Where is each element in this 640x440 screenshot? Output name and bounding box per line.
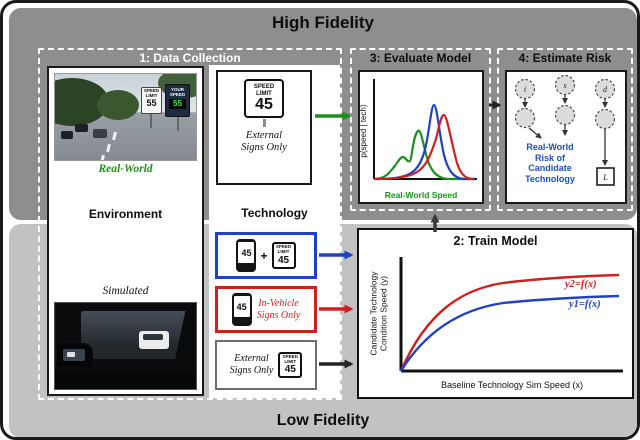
sim-dashboard — [55, 371, 196, 389]
sign-value: 45 — [255, 96, 273, 114]
density-plot — [373, 79, 477, 181]
in-vehicle-signs-only-box: 45 In-Vehicle Signs Only — [215, 286, 317, 333]
loss-square-node — [596, 167, 615, 186]
car-shape — [61, 131, 73, 139]
caption-line: Technology — [525, 173, 575, 184]
sign-post — [262, 118, 266, 127]
device-screen-value: 45 — [238, 242, 255, 263]
train-model-title: 2: Train Model — [453, 234, 538, 248]
in-vehicle-device-icon: 45 — [231, 293, 252, 326]
sign-text: LIMIT — [145, 92, 158, 98]
sign-text: SPEED — [169, 92, 186, 98]
car-shape — [93, 129, 107, 138]
node-label: i — [524, 85, 526, 94]
low-fidelity-title: Low Fidelity — [276, 412, 370, 429]
sign-text: SPEED — [282, 353, 298, 359]
lane-marking — [100, 154, 105, 160]
led-speed-readout: 55 — [169, 98, 186, 110]
label-line: External — [234, 353, 269, 365]
external-signs-only-bottom-box: External Signs Only SPEED LIMIT 45 — [215, 340, 317, 390]
data-collection-panel — [38, 48, 342, 400]
sign-text: YOUR — [170, 87, 184, 92]
density-curve-red — [373, 113, 474, 181]
data-collection-title: 1: Data Collection — [139, 51, 241, 65]
sign-text: SPEED — [275, 244, 292, 250]
caption-line: Candidate — [528, 163, 572, 173]
technology-label: Technology — [241, 206, 308, 220]
in-vehicle-device-icon: 45 — [236, 239, 257, 272]
risk-caption: Real-World Risk of Candidate Technology — [507, 142, 593, 184]
curve-label-y1: y1=f(x) — [569, 299, 601, 310]
side-mirror — [57, 343, 93, 367]
label-line: External — [245, 129, 283, 141]
sign-value: 45 — [284, 364, 296, 376]
node-circle — [514, 78, 536, 100]
external-signs-only-label: External Signs Only — [230, 353, 274, 377]
combined-signs-box: 45 + SPEED LIMIT 45 — [215, 232, 317, 279]
real-world-label: Real-World — [98, 163, 153, 175]
sign-value: 45 — [277, 254, 290, 266]
estimate-risk-panel — [497, 48, 633, 211]
car-shape — [75, 124, 88, 132]
node-circle — [514, 107, 536, 129]
node-circle — [554, 74, 576, 96]
label-line: Signs Only — [241, 142, 287, 154]
sign-text: LIMIT — [256, 90, 272, 97]
plus-sign: + — [260, 248, 268, 263]
evaluate-model-panel — [350, 48, 491, 211]
train-curve-blue — [399, 294, 620, 372]
real-world-photo: SPEED LIMIT 55 YOUR SPEED 55 — [54, 73, 197, 161]
bayes-network-diagram: i s d L — [514, 74, 616, 186]
density-curve-blue — [373, 103, 475, 181]
speed-limit-45-sign-small: SPEED LIMIT 45 — [271, 242, 296, 269]
estimate-risk-title: 4: Estimate Risk — [518, 51, 612, 65]
train-curve-red — [399, 273, 620, 372]
ylabel-line: Condition Speed (y) — [378, 275, 389, 352]
sign-post — [177, 117, 179, 131]
mirror-reflection — [67, 352, 75, 357]
train-xlabel: Baseline Technology Sim Speed (x) — [441, 380, 583, 390]
node-label: d — [603, 85, 608, 94]
caption-line: Risk of — [534, 152, 565, 163]
evaluate-model-title: 3: Evaluate Model — [369, 51, 472, 65]
sign-text: LIMIT — [277, 249, 290, 254]
simulated-label: Simulated — [102, 285, 149, 297]
sign-value: 55 — [146, 97, 157, 108]
train-ylabel: Candidate Technology Condition Speed (y) — [369, 250, 390, 378]
label-line: Signs Only — [256, 309, 301, 321]
evaluate-xlabel: Real-World Speed — [384, 190, 458, 200]
sign-post — [150, 114, 152, 128]
in-vehicle-signs-only-label: In-Vehicle Signs Only — [257, 298, 301, 322]
curve-label-y2: y2=f(x) — [565, 279, 597, 290]
label-line: Signs Only — [229, 365, 274, 376]
your-speed-radar-sign: YOUR SPEED 55 — [165, 84, 190, 117]
high-fidelity-title: High Fidelity — [272, 13, 374, 32]
sim-car-window — [143, 334, 163, 340]
environment-label: Environment — [88, 207, 163, 221]
node-label: L — [602, 172, 608, 182]
sign-text: LIMIT — [284, 358, 297, 364]
sign-text: SPEED — [253, 84, 275, 90]
node-circle — [554, 104, 576, 126]
sim-white-car — [139, 331, 169, 349]
device-screen-value: 45 — [233, 296, 250, 317]
speed-limit-55-sign: SPEED LIMIT 55 — [141, 87, 162, 114]
label-line: In-Vehicle — [258, 297, 299, 309]
ylabel-line: Candidate Technology — [368, 271, 379, 356]
caption-line: Real-World — [526, 142, 574, 152]
external-signs-only-top-box: SPEED LIMIT 45 External Signs Only — [216, 70, 312, 185]
lane-marking — [106, 143, 111, 153]
node-circle — [594, 78, 616, 100]
lane-marking — [112, 131, 117, 141]
speed-limit-45-sign-small: SPEED LIMIT 45 — [278, 351, 303, 379]
external-signs-only-label: External Signs Only — [218, 130, 310, 155]
node-label: s — [563, 81, 566, 90]
sign-text: SPEED — [143, 88, 160, 93]
train-plot — [399, 257, 623, 373]
speed-limit-45-sign: SPEED LIMIT 45 — [244, 79, 284, 118]
tree-shape — [97, 90, 139, 120]
simulated-image — [54, 302, 197, 390]
node-circle — [594, 108, 616, 130]
